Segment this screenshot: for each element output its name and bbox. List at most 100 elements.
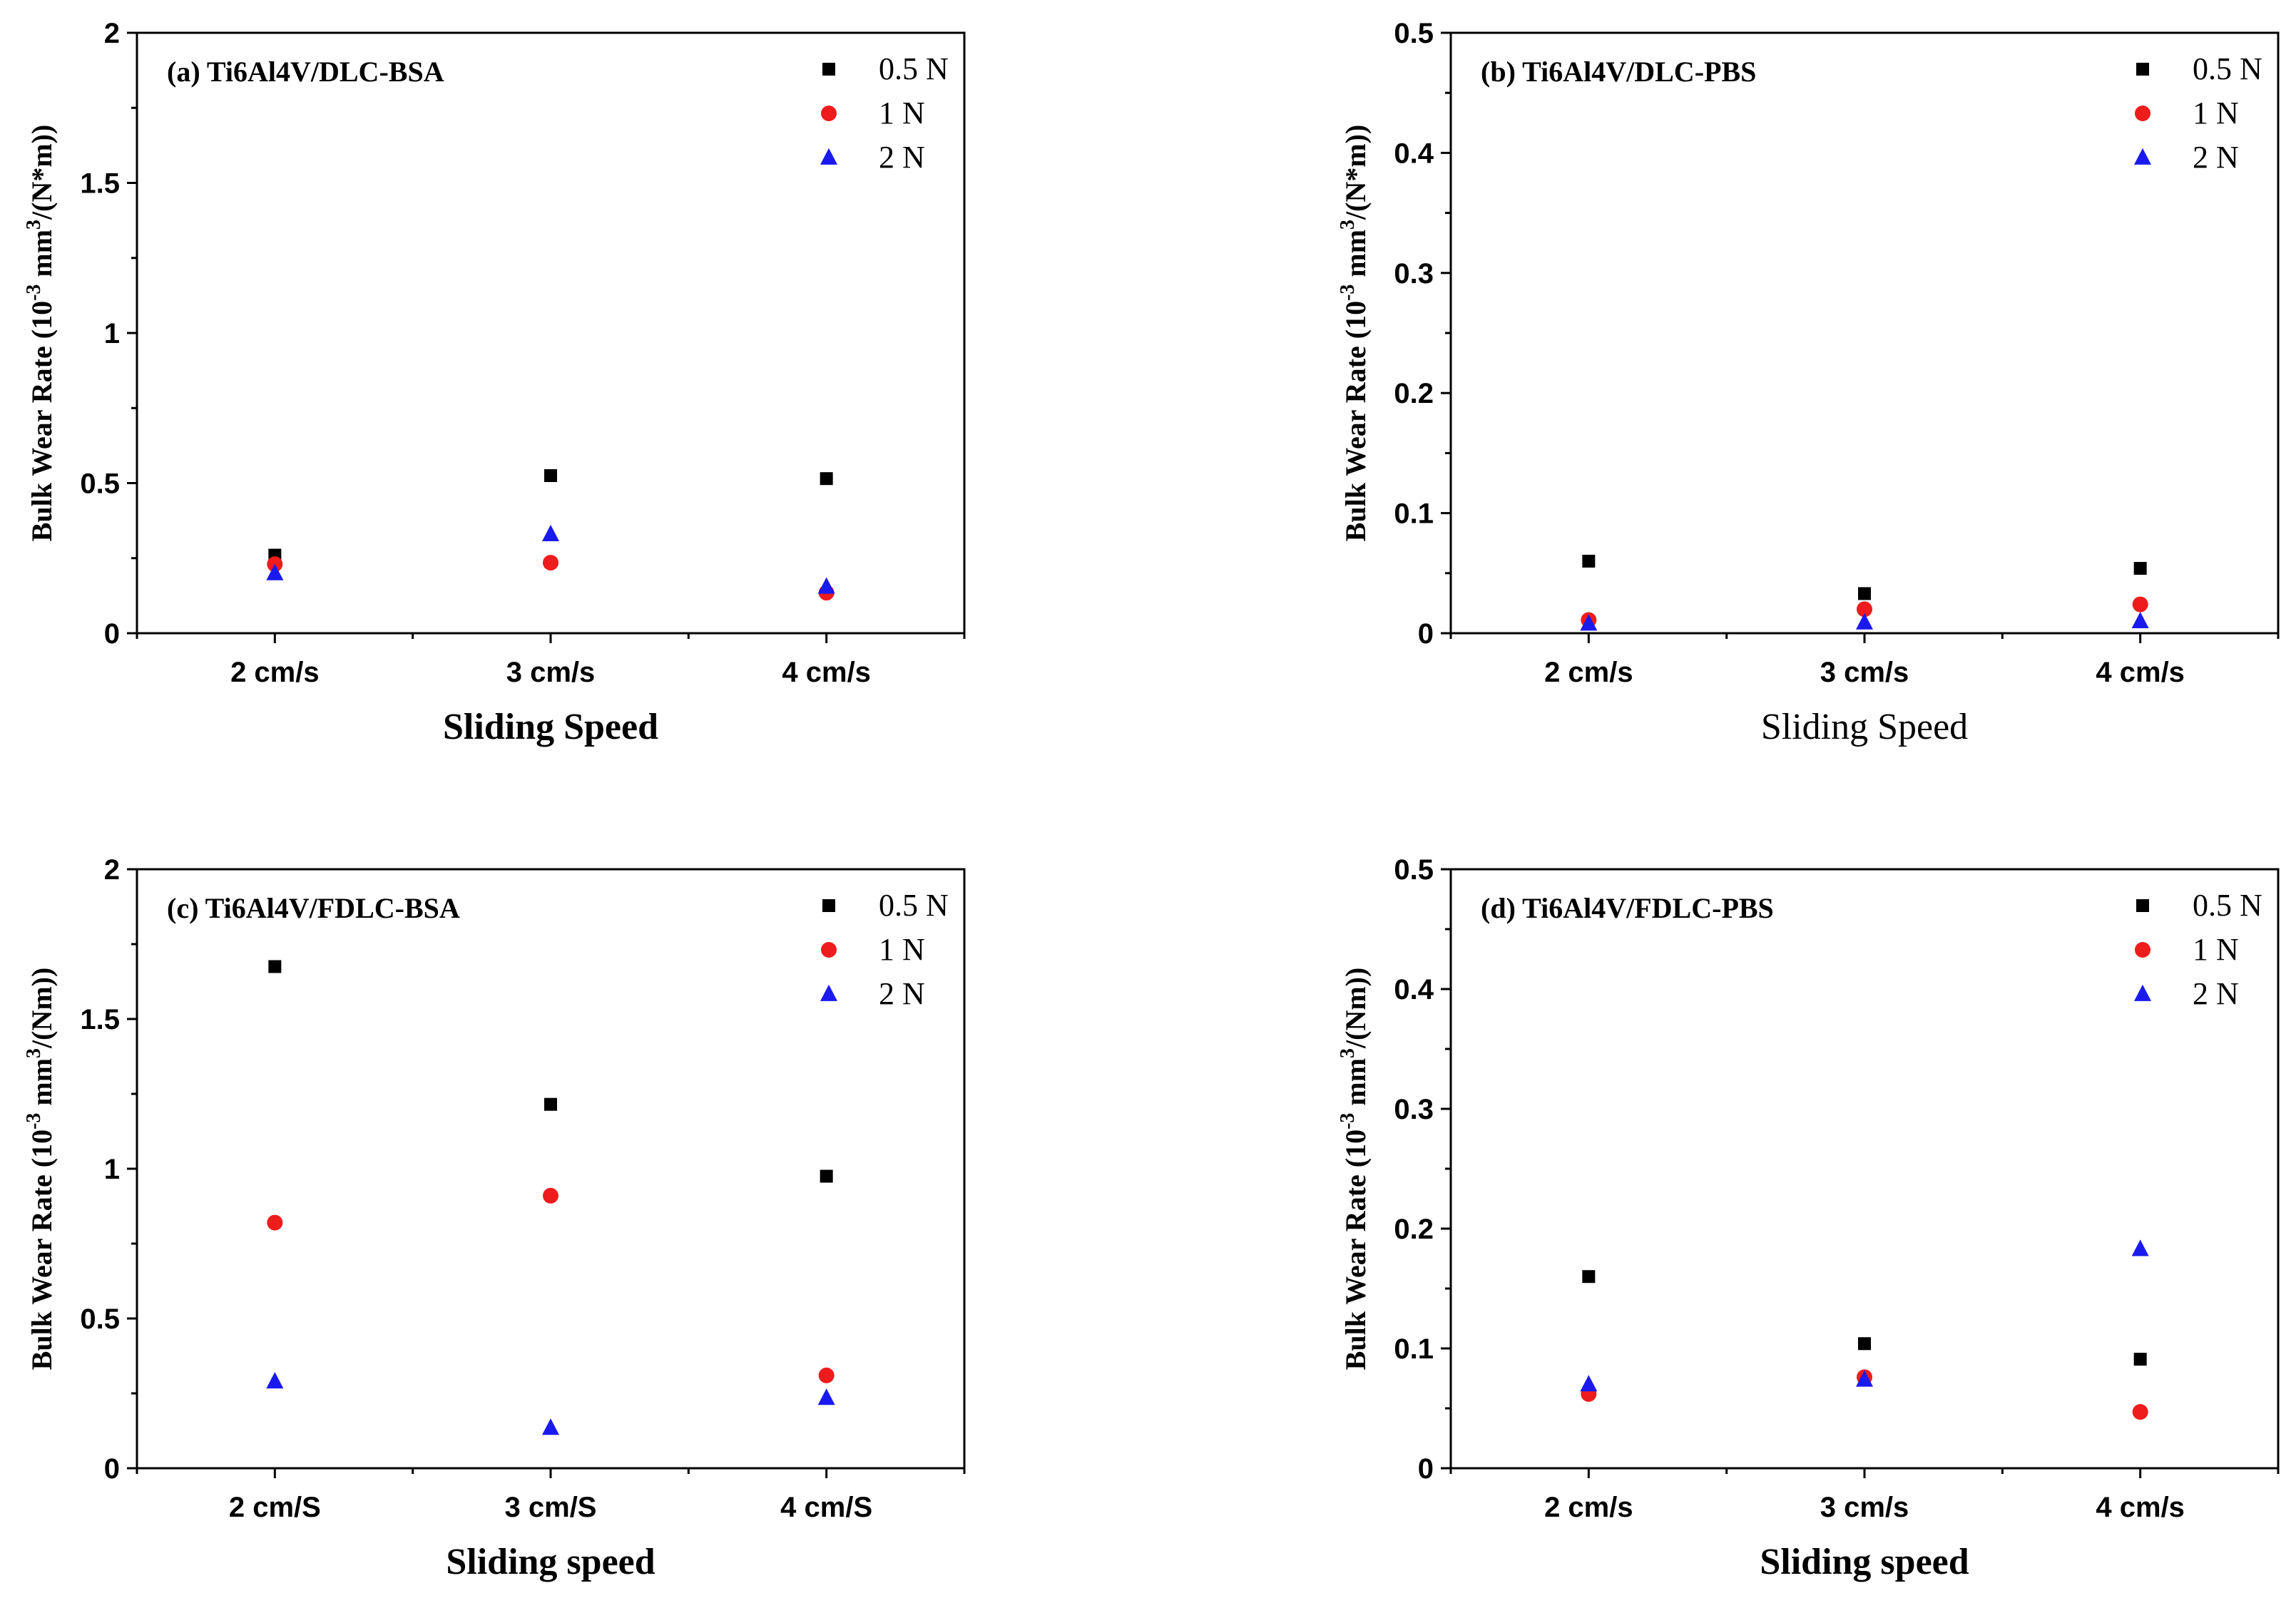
data-point-triangle xyxy=(542,1418,559,1435)
data-point-triangle xyxy=(266,563,284,580)
data-point-circle xyxy=(543,1187,558,1204)
legend-marker-circle xyxy=(821,106,837,121)
x-tick-label: 3 cm/s xyxy=(506,657,596,688)
x-axis-label: Sliding Speed xyxy=(443,707,658,747)
data-point-triangle xyxy=(817,577,835,594)
y-axis-label-prefix: Bulk Wear Rate (10 xyxy=(1340,1130,1372,1370)
y-axis-label-mid: mm xyxy=(26,230,58,285)
x-tick-label: 2 cm/S xyxy=(229,1492,321,1523)
x-tick-label: 3 cm/s xyxy=(1820,1492,1909,1523)
x-tick-label: 4 cm/s xyxy=(2096,1492,2185,1523)
y-axis-label-exp1: -3 xyxy=(1337,1113,1359,1130)
data-point-circle xyxy=(543,555,558,571)
legend-marker-circle xyxy=(821,942,837,958)
legend-marker-square xyxy=(2136,63,2149,76)
x-axis-label: Sliding Speed xyxy=(1761,707,1968,747)
y-tick-label: 0 xyxy=(104,1453,120,1485)
y-tick-label: 0.5 xyxy=(1394,18,1434,49)
y-tick-label: 0.5 xyxy=(80,1304,120,1335)
data-point-square xyxy=(1858,587,1871,600)
plot-frame xyxy=(1449,31,2280,635)
y-axis-label-exp1: -3 xyxy=(1337,285,1359,301)
y-axis-label-prefix: Bulk Wear Rate (10 xyxy=(26,301,58,541)
data-point-circle xyxy=(1857,601,1872,618)
data-point-circle xyxy=(818,1367,835,1383)
legend-marker-triangle xyxy=(2134,148,2151,165)
data-point-circle xyxy=(2132,1404,2148,1420)
y-axis-label-exp2: 3 xyxy=(23,220,45,230)
y-tick-label: 0.3 xyxy=(1394,1094,1434,1125)
y-tick-label: 0.2 xyxy=(1394,1214,1434,1245)
legend-label: 0.5 N xyxy=(879,51,949,86)
y-axis-label-prefix: Bulk Wear Rate (10 xyxy=(1340,301,1372,541)
y-axis-label-mid: mm xyxy=(1340,1058,1372,1113)
y-tick-label: 0.2 xyxy=(1394,378,1434,409)
data-point-square xyxy=(2133,562,2147,575)
legend-marker-triangle xyxy=(2134,984,2151,1001)
x-tick-label: 3 cm/s xyxy=(1820,657,1909,688)
panel-b: 0 0.1 0.2 0.3 0.4 0.5 2 cm/s 3 cm/s 4 cm/s Slidin… xyxy=(1337,18,2280,747)
data-point-square xyxy=(544,468,557,482)
y-axis-label: Bulk Wear Rate (10-3 mm3/(N*m)) xyxy=(23,125,58,542)
legend-label: 0.5 N xyxy=(879,888,949,923)
legend-marker-square xyxy=(822,63,835,76)
y-tick-label: 0.3 xyxy=(1394,258,1434,290)
data-point-square xyxy=(820,1169,833,1183)
y-axis-label-suffix: /(N*m)) xyxy=(1340,125,1372,220)
data-point-triangle xyxy=(1856,1370,1873,1387)
x-tick-label: 2 cm/s xyxy=(1544,1492,1633,1523)
y-axis-label-exp2: 3 xyxy=(1337,1048,1359,1058)
data-point-square xyxy=(1582,554,1596,568)
data-point-triangle xyxy=(542,524,559,541)
y-tick-label: 1 xyxy=(104,318,120,349)
legend-label: 0.5 N xyxy=(2193,51,2262,86)
y-axis-label-mid: mm xyxy=(1340,230,1372,285)
y-axis-label-suffix: /(Nm)) xyxy=(26,968,58,1049)
legend-label: 1 N xyxy=(879,96,925,130)
y-tick-label: 0 xyxy=(1418,1453,1434,1485)
y-tick-label: 0.4 xyxy=(1394,974,1434,1005)
legend-marker-circle xyxy=(2135,106,2150,121)
panel-d: 0 0.1 0.2 0.3 0.4 0.5 2 cm/s 3 cm/s 4 cm/s Slidin… xyxy=(1337,854,2280,1582)
panel-c: 0 0.5 1 1.5 2 2 cm/S 3 cm/S 4 cm/S Sliding speed… xyxy=(23,854,966,1582)
y-tick-label: 0.1 xyxy=(1394,1333,1434,1365)
legend-label: 1 N xyxy=(879,932,925,967)
legend-label: 2 N xyxy=(879,976,925,1011)
x-tick-label: 2 cm/s xyxy=(230,657,320,688)
y-tick-label: 1.5 xyxy=(80,168,120,200)
x-tick-label: 4 cm/s xyxy=(782,657,871,688)
data-point-square xyxy=(820,472,833,486)
y-tick-label: 0.5 xyxy=(1394,854,1434,886)
data-point-triangle xyxy=(266,1372,284,1389)
plot-frame xyxy=(136,868,966,1470)
y-tick-label: 0.5 xyxy=(80,468,120,500)
legend-label: 0.5 N xyxy=(2193,888,2262,923)
y-tick-label: 1 xyxy=(104,1154,120,1185)
data-point-triangle xyxy=(2131,1239,2149,1256)
data-point-triangle xyxy=(2131,611,2149,629)
y-axis-label-exp2: 3 xyxy=(1337,220,1359,230)
data-point-triangle xyxy=(817,1388,835,1405)
x-tick-label: 3 cm/S xyxy=(505,1492,597,1523)
data-point-square xyxy=(1582,1270,1596,1284)
y-axis-label-mid: mm xyxy=(26,1058,58,1113)
y-axis-label-suffix: /(Nm)) xyxy=(1340,968,1372,1049)
x-axis-label: Sliding speed xyxy=(1760,1542,1969,1582)
data-point-triangle xyxy=(1856,613,1873,630)
y-axis-label: Bulk Wear Rate (10-3 mm3/(Nm)) xyxy=(1337,968,1372,1371)
data-point-square xyxy=(1858,1337,1871,1351)
legend-marker-square xyxy=(2136,899,2149,912)
y-axis-label-prefix: Bulk Wear Rate (10 xyxy=(26,1130,58,1370)
legend-label: 2 N xyxy=(879,140,925,175)
legend-label: 2 N xyxy=(2193,976,2239,1011)
panel-title: (b) Ti6Al4V/DLC-PBS xyxy=(1481,56,1756,88)
data-point-circle xyxy=(267,1214,283,1231)
x-tick-label: 4 cm/S xyxy=(780,1492,872,1523)
panel-title: (d) Ti6Al4V/FDLC-PBS xyxy=(1481,892,1774,924)
y-tick-label: 2 xyxy=(104,854,120,886)
legend-marker-triangle xyxy=(820,984,837,1001)
data-point-square xyxy=(2133,1353,2147,1366)
y-tick-label: 0 xyxy=(104,618,120,650)
legend-marker-circle xyxy=(2135,942,2150,958)
